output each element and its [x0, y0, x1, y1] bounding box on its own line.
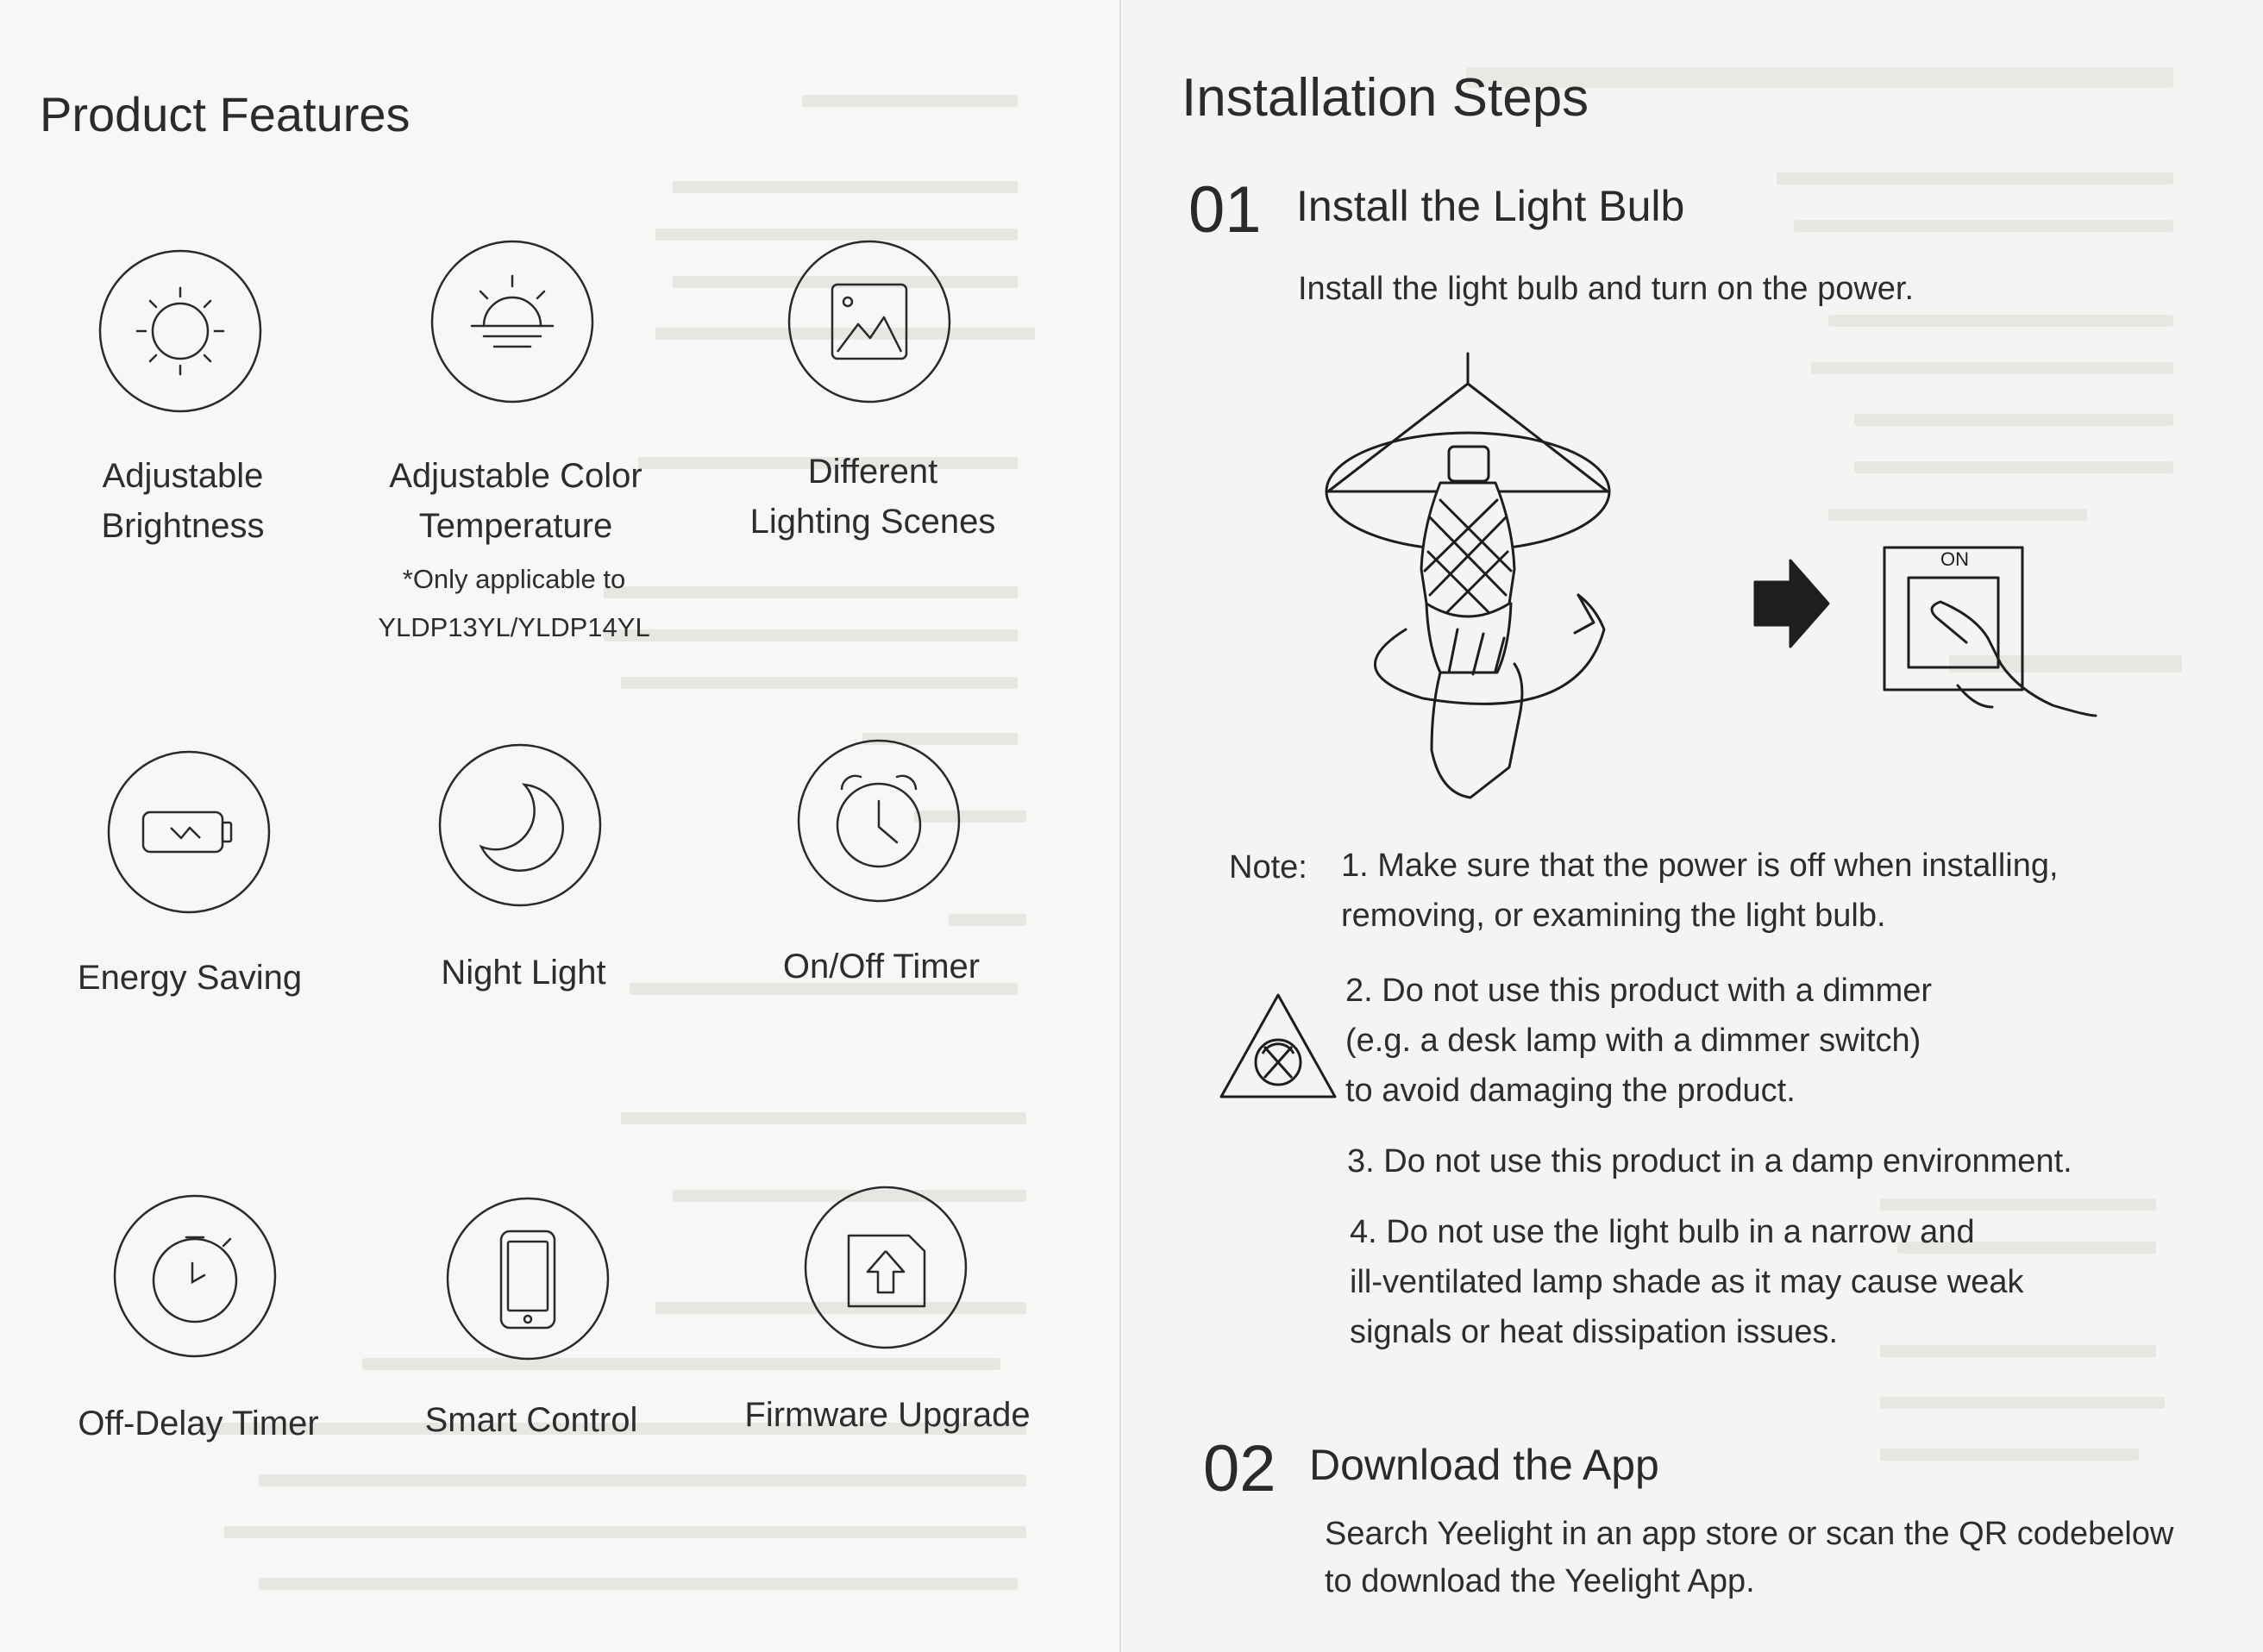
step-1-number: 01 — [1188, 173, 1262, 247]
moon-icon — [438, 743, 602, 907]
product-features-title: Product Features — [40, 87, 411, 141]
feature-label-on-off-timer: On/Off Timer — [782, 948, 981, 986]
sun-icon — [98, 249, 262, 413]
feature-note-color-temperature: *Only applicable to YLDP13YL/YLDP14YL — [378, 564, 650, 642]
chip-upgrade-icon — [804, 1186, 968, 1349]
phone-icon — [446, 1197, 610, 1361]
step-2-title: Download the App — [1309, 1441, 1659, 1489]
installation-steps-title: Installation Steps — [1182, 68, 1589, 128]
note-label: Note: — [1229, 849, 1307, 885]
feature-label-firmware-upgrade: Firmware Upgrade — [744, 1396, 1031, 1434]
feature-label-smart-control: Smart Control — [424, 1401, 638, 1439]
switch-on-label: ON — [1940, 548, 1969, 570]
left-page: Product Features Adjustable Brightness A… — [0, 0, 1121, 1652]
page-fold — [1119, 0, 1122, 1652]
battery-icon — [107, 750, 271, 914]
feature-label-brightness: Adjustable Brightness — [101, 457, 265, 545]
step-1-title: Install the Light Bulb — [1296, 182, 1685, 230]
alarm-clock-icon — [797, 739, 961, 903]
note-item-1: 1. Make sure that the power is off when … — [1341, 848, 2059, 934]
feature-label-color-temperature: Adjustable Color Temperature — [389, 457, 643, 545]
step-2-text-line-2: to download the Yeelight App. — [1325, 1563, 1755, 1599]
feature-label-energy-saving: Energy Saving — [77, 959, 303, 997]
note-item-4: 4. Do not use the light bulb in a narrow… — [1350, 1214, 2024, 1350]
step-2-text-line-1: Search Yeelight in an app store or scan … — [1325, 1516, 2174, 1552]
note-item-2: 2. Do not use this product with a dimmer… — [1345, 973, 1933, 1109]
right-page: Installation Steps 01 Install the Light … — [1121, 0, 2263, 1652]
feature-label-lighting-scenes: Different Lighting Scenes — [749, 453, 996, 541]
note-item-3: 3. Do not use this product in a damp env… — [1347, 1143, 2072, 1180]
stopwatch-icon — [113, 1194, 277, 1358]
no-dimmer-warning-icon — [1218, 990, 1338, 1102]
step-2-number: 02 — [1203, 1432, 1276, 1505]
feature-label-night-light: Night Light — [441, 954, 606, 992]
installation-illustration: ON — [1320, 345, 2113, 810]
sunrise-icon — [430, 240, 594, 404]
feature-label-off-delay-timer: Off-Delay Timer — [78, 1405, 319, 1442]
step-1-text: Install the light bulb and turn on the p… — [1298, 271, 1915, 307]
picture-icon — [787, 240, 951, 404]
